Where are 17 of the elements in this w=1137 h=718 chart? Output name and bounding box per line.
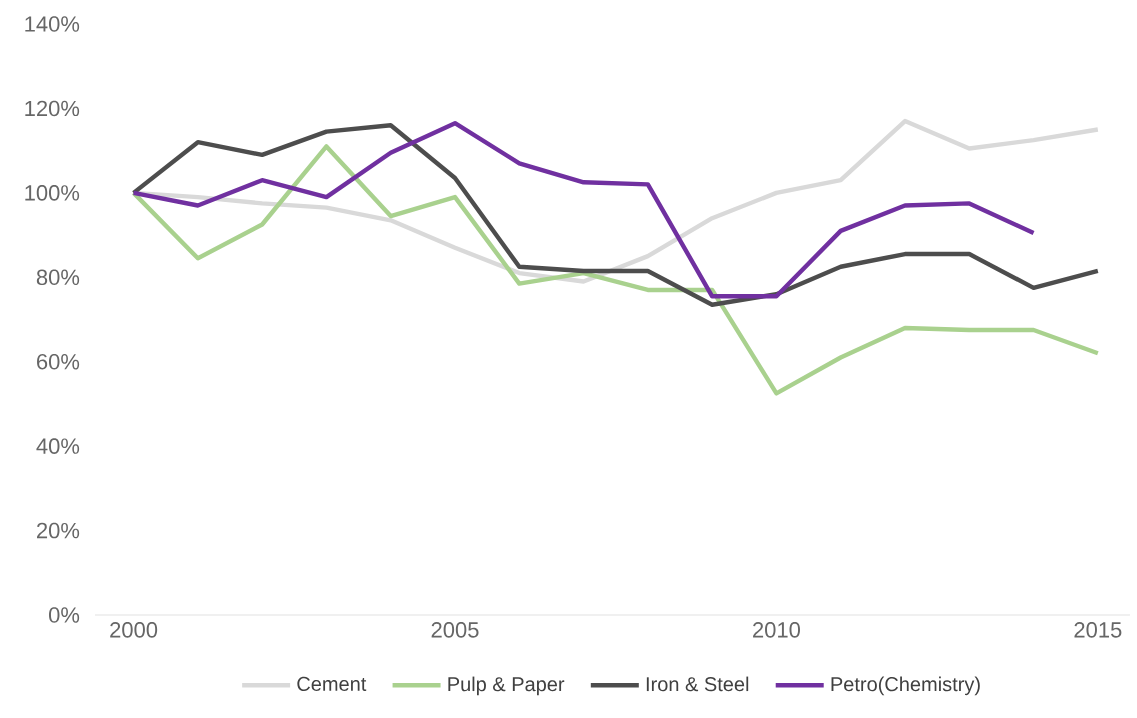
- line-series: [131, 144, 1101, 396]
- legend-label: Pulp & Paper: [448, 676, 565, 696]
- y-tick-label: 100%: [25, 185, 80, 201]
- x-tick-label: 2005: [431, 622, 479, 638]
- y-tick-label: 80%: [36, 269, 80, 286]
- y-tick-label: 120%: [25, 100, 80, 117]
- x-tick-label: 2015: [1074, 622, 1122, 638]
- legend-label: Iron & Steel: [646, 676, 749, 692]
- legend-label: Cement: [297, 676, 367, 691]
- x-tick-label: 2000: [110, 622, 158, 638]
- x-tick-label: 2010: [753, 622, 801, 638]
- y-tick-label: 20%: [37, 522, 80, 539]
- y-tick-label: 0%: [48, 607, 80, 623]
- y-tick-label: 40%: [36, 438, 80, 454]
- legend-label: Petro(Chemistry): [831, 676, 980, 696]
- y-tick-label: 60%: [37, 353, 80, 370]
- y-tick-label: 140%: [25, 16, 80, 32]
